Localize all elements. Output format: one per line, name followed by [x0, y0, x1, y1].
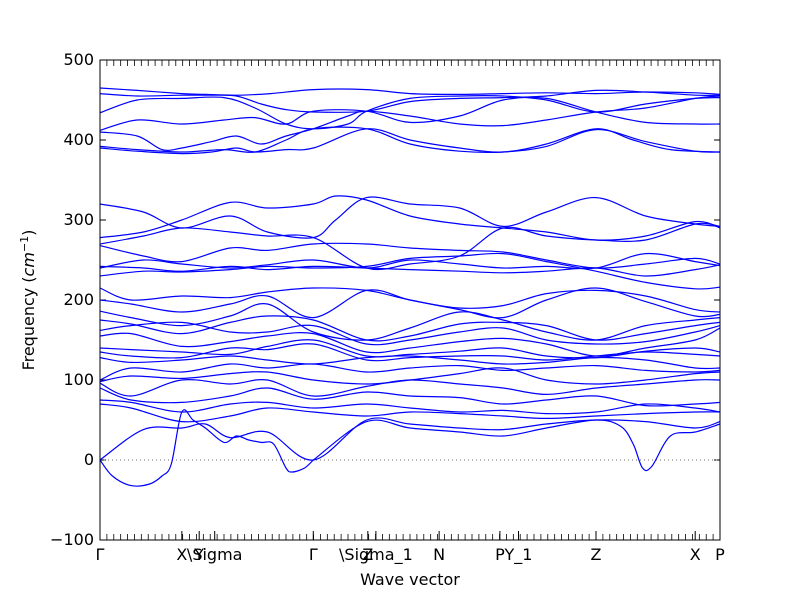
x-tick-label: N	[433, 545, 445, 564]
band-line-14	[99, 252, 721, 290]
band-line-24	[99, 363, 721, 381]
band-line-31	[99, 409, 314, 487]
band-line-30	[99, 417, 721, 461]
y-tick-label: 500	[63, 50, 94, 69]
y-tick-labels: −100 0 100 200 300 400 500	[50, 50, 94, 549]
x-tick-label: Γ	[96, 545, 105, 564]
band-line-6	[99, 128, 721, 155]
x-tick-label: Γ	[309, 545, 318, 564]
y-axis-label: Frequency (cm−1)	[18, 230, 39, 371]
band-line-22	[99, 343, 721, 362]
y-tick-label: 300	[63, 210, 94, 229]
y-axis-label-text: Frequency	[19, 283, 38, 371]
band-line-29	[99, 403, 721, 423]
y-tick-label: 200	[63, 290, 94, 309]
x-tick-label: \Sigma_1	[339, 545, 413, 565]
band-line-9	[99, 195, 721, 241]
band-line-11	[99, 242, 721, 269]
x-tick-label: Y_1	[504, 545, 533, 565]
y-tick-label: 400	[63, 130, 94, 149]
band-line-5	[99, 95, 721, 151]
band-line-26	[99, 378, 721, 397]
band-line-28	[99, 399, 721, 415]
band-line-21	[99, 339, 721, 359]
x-tick-label: X	[176, 545, 187, 564]
x-tick-labels: Γ X Y\Sigma Γ Z\Sigma_1 N P Y_1 Z X P	[96, 545, 726, 565]
y-axis-unit-paren-open: (	[19, 276, 38, 282]
y-tick-label: 100	[63, 370, 94, 389]
band-line-8	[99, 196, 721, 239]
x-tick-label: Z	[362, 545, 373, 564]
x-tick-label: P	[715, 545, 725, 564]
y-axis-unit-base: cm	[19, 252, 38, 276]
x-tick-label: P	[495, 545, 505, 564]
band-line-7	[99, 126, 721, 154]
y-axis-unit-exp: −1	[18, 236, 31, 252]
band-line-12	[99, 264, 721, 277]
x-tick-label: Z	[591, 545, 602, 564]
band-line-10	[99, 222, 721, 271]
y-tick-label: 0	[84, 450, 94, 469]
band-line-27	[99, 387, 721, 407]
band-line-19	[99, 321, 721, 346]
band-line-13	[99, 252, 721, 270]
band-line-1	[99, 87, 721, 96]
band-line-4	[99, 96, 721, 131]
y-axis-unit-paren-close: )	[19, 230, 38, 236]
band-line-23	[99, 355, 721, 370]
y-tick-label: −100	[50, 530, 94, 549]
band-line-16	[99, 287, 721, 319]
x-tick-label: X	[690, 545, 701, 564]
phonon-bands	[99, 87, 721, 487]
x-axis-label: Wave vector	[360, 570, 460, 589]
band-line-18	[99, 315, 721, 342]
band-line-20	[99, 327, 721, 357]
x-tick-label: \Sigma	[187, 545, 243, 564]
plot-frame	[99, 59, 721, 541]
band-line-32	[312, 419, 721, 472]
band-line-17	[99, 302, 721, 341]
x-tick-label: Y	[193, 545, 204, 564]
